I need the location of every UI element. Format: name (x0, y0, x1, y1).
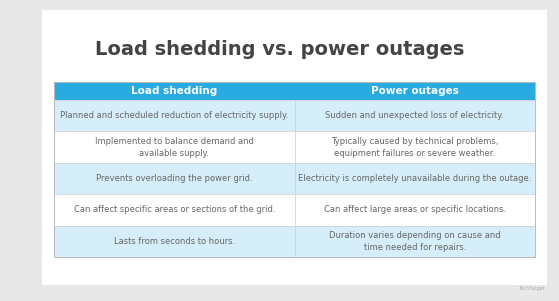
Text: Typically caused by technical problems,
equipment failures or severe weather.: Typically caused by technical problems, … (331, 137, 499, 157)
Text: Load shedding: Load shedding (131, 86, 217, 96)
Text: Sudden and unexpected loss of electricity.: Sudden and unexpected loss of electricit… (325, 111, 504, 120)
Text: Planned and scheduled reduction of electricity supply.: Planned and scheduled reduction of elect… (60, 111, 288, 120)
Text: Can affect large areas or specific locations.: Can affect large areas or specific locat… (324, 205, 506, 214)
Bar (295, 82, 535, 100)
Text: Implemented to balance demand and
available supply.: Implemented to balance demand and availa… (95, 137, 254, 157)
Text: TechTarget: TechTarget (518, 286, 545, 291)
Bar (54, 132, 535, 163)
Text: Electricity is completely unavailable during the outage.: Electricity is completely unavailable du… (298, 174, 532, 183)
Text: Duration varies depending on cause and
time needed for repairs.: Duration varies depending on cause and t… (329, 231, 500, 252)
Bar (54, 163, 535, 194)
Text: Lasts from seconds to hours.: Lasts from seconds to hours. (113, 237, 235, 246)
Text: Load shedding vs. power outages: Load shedding vs. power outages (95, 40, 464, 59)
Text: Can affect specific areas or sections of the grid.: Can affect specific areas or sections of… (73, 205, 275, 214)
Text: Power outages: Power outages (371, 86, 459, 96)
Bar (54, 194, 535, 226)
Text: Prevents overloading the power grid.: Prevents overloading the power grid. (96, 174, 253, 183)
Bar (54, 82, 535, 257)
Bar (54, 100, 535, 132)
Bar (54, 82, 295, 100)
Bar (54, 226, 535, 257)
